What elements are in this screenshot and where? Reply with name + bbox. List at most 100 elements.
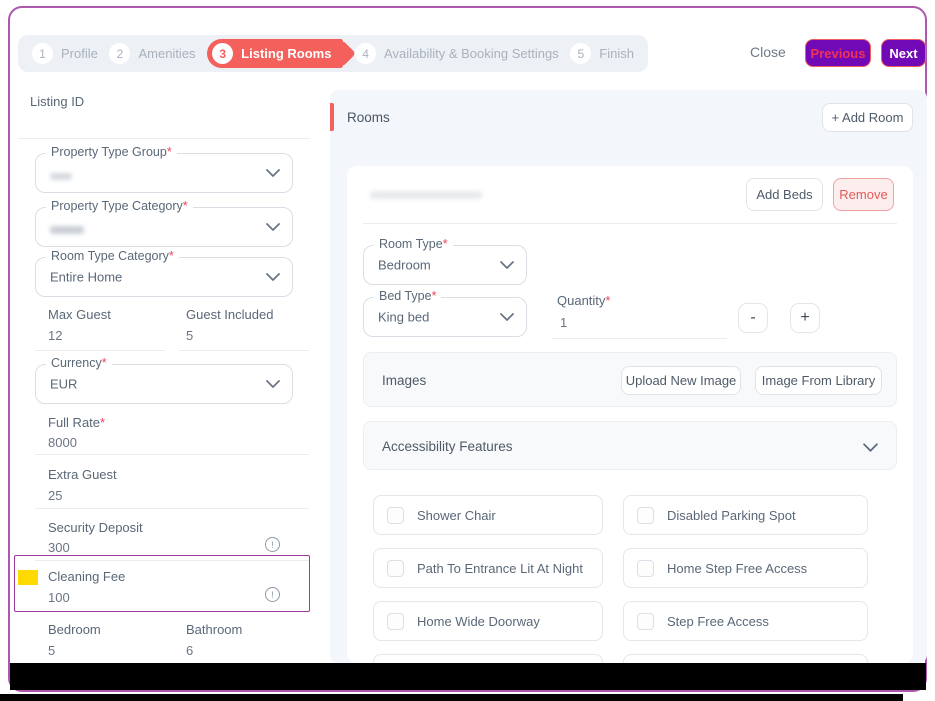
bottom-redaction-bar [10,663,926,690]
room-type-value: Bedroom [378,257,431,273]
room-type-category-label: Room Type Category [51,249,169,263]
currency-select[interactable]: Currency* EUR [35,356,293,404]
accessibility-features-header[interactable]: Accessibility Features [363,421,897,470]
chevron-down-icon[interactable] [266,273,280,281]
security-deposit-value[interactable]: 300 [48,540,70,555]
step-number: 5 [570,43,592,64]
bathroom-label: Bathroom [186,622,243,637]
extra-guest-label: Extra Guest [48,467,117,482]
property-type-category-label: Property Type Category [51,199,183,213]
step-number: 1 [32,43,53,64]
checkbox[interactable] [387,559,404,577]
step-profile[interactable]: 1 Profile [32,43,98,64]
accessibility-features-label: Accessibility Features [382,439,513,454]
feature-checkbox-item-cutoff[interactable] [373,654,603,663]
required-mark: * [101,356,107,370]
full-rate-label: Full Rate* [48,415,106,430]
divider [179,350,309,351]
close-button[interactable]: Close [750,44,786,60]
image-from-library-button[interactable]: Image From Library [755,366,882,395]
step-number: 3 [212,43,234,64]
currency-label: Currency [51,356,102,370]
chevron-down-icon[interactable] [266,380,280,388]
step-finish[interactable]: 5 Finish [570,43,634,64]
quantity-underline [552,338,727,339]
property-type-category-select[interactable]: Property Type Category* [35,199,293,247]
guest-included-value[interactable]: 5 [186,328,194,343]
checkbox[interactable] [637,506,654,524]
feature-checkbox-item[interactable]: Step Free Access [623,601,868,641]
chevron-down-icon[interactable] [500,313,514,321]
step-label: Finish [599,46,634,61]
divider [35,560,309,561]
step-availability-booking[interactable]: 4 Availability & Booking Settings [355,43,559,64]
step-amenities[interactable]: 2 Amenities [109,43,196,64]
info-icon[interactable]: ! [265,537,280,552]
previous-button[interactable]: Previous [805,39,871,67]
full-rate-value[interactable]: 8000 [48,435,77,450]
required-mark: * [442,237,448,251]
quantity-increase-button[interactable]: + [790,303,820,333]
quantity-label: Quantity* [557,293,611,308]
room-type-select[interactable]: Room Type* Bedroom [363,237,527,285]
cleaning-fee-value[interactable]: 100 [48,590,70,605]
chevron-down-icon[interactable] [266,169,280,177]
rooms-accent-bar [330,103,334,131]
feature-checkbox-item[interactable]: Home Wide Doorway [373,601,603,641]
required-mark: * [605,293,611,308]
room-type-category-value: Entire Home [50,269,123,285]
upload-new-image-button[interactable]: Upload New Image [621,366,741,395]
chevron-down-icon[interactable] [500,261,514,269]
rooms-title: Rooms [347,110,390,125]
accessibility-features-grid: Shower Chair Disabled Parking Spot Path … [373,495,868,663]
checkbox[interactable] [637,559,654,577]
bathroom-value[interactable]: 6 [186,643,194,658]
room-type-category-select[interactable]: Room Type Category* Entire Home [35,249,293,297]
bedroom-value[interactable]: 5 [48,643,56,658]
checkbox[interactable] [387,612,404,630]
next-button[interactable]: Next [881,39,926,67]
remove-room-button[interactable]: Remove [833,178,894,211]
feature-checkbox-item-cutoff[interactable] [623,654,868,663]
info-icon[interactable]: ! [265,587,280,602]
feature-checkbox-item[interactable]: Path To Entrance Lit At Night [373,548,603,588]
images-label: Images [382,373,427,388]
max-guest-value[interactable]: 12 [48,328,63,343]
redacted-value [50,226,84,234]
checkbox[interactable] [637,612,654,630]
step-listing-rooms-active[interactable]: 3 Listing Rooms [207,39,344,68]
guest-included-label: Guest Included [186,307,274,322]
feature-label: Disabled Parking Spot [667,507,796,523]
security-deposit-label: Security Deposit [48,520,143,535]
bottom-edge-strip [0,694,903,701]
wizard-stepper: 1 Profile 2 Amenities 3 Listing Rooms 4 … [18,35,648,72]
quantity-decrease-button[interactable]: - [738,303,768,333]
feature-label: Path To Entrance Lit At Night [417,560,583,576]
feature-label: Step Free Access [667,613,769,629]
step-number: 4 [355,43,377,64]
required-mark: * [100,415,106,430]
chevron-down-icon[interactable] [863,443,878,452]
currency-value: EUR [50,376,78,392]
bedroom-label: Bedroom [48,622,101,637]
cleaning-fee-label: Cleaning Fee [48,569,126,584]
extra-guest-value[interactable]: 25 [48,488,63,503]
property-type-group-label: Property Type Group [51,145,167,159]
add-beds-button[interactable]: Add Beds [746,178,823,211]
required-mark: * [168,249,174,263]
add-room-button[interactable]: + Add Room [822,103,913,132]
feature-checkbox-item[interactable]: Home Step Free Access [623,548,868,588]
cleaning-fee-highlight-box [14,555,310,612]
listing-id-label: Listing ID [30,94,85,109]
property-type-group-select[interactable]: Property Type Group* [35,145,293,193]
bed-type-label: Bed Type [379,289,432,303]
feature-checkbox-item[interactable]: Shower Chair [373,495,603,535]
checkbox[interactable] [387,506,404,524]
feature-checkbox-item[interactable]: Disabled Parking Spot [623,495,868,535]
quantity-input[interactable]: 1 [560,315,568,330]
step-label: Amenities [138,46,196,61]
chevron-down-icon[interactable] [266,223,280,231]
room-card: Add Beds Remove Room Type* Bedroom Bed T… [347,166,913,663]
bed-type-select[interactable]: Bed Type* King bed [363,289,527,337]
required-mark: * [182,199,188,213]
